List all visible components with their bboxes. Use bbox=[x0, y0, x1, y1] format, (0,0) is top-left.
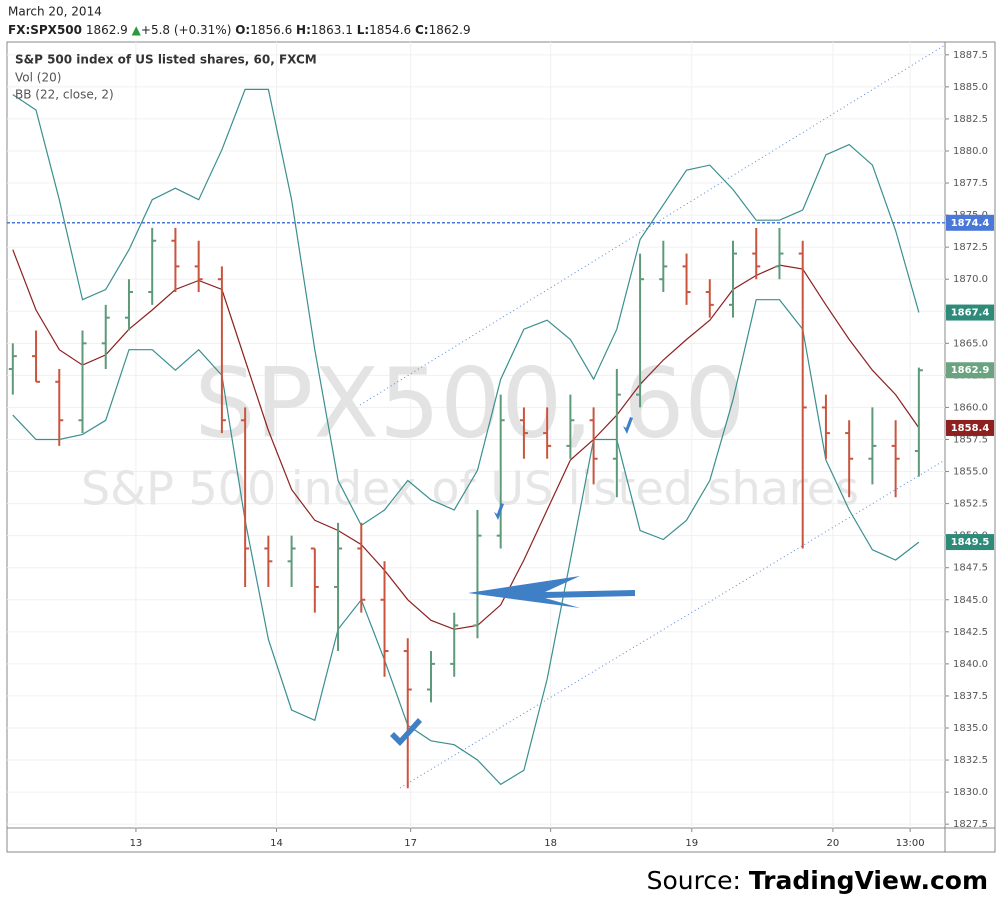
chart-title: S&P 500 index of US listed shares, 60, F… bbox=[15, 53, 317, 67]
h-value: 1863.1 bbox=[311, 23, 353, 37]
chart-frame bbox=[6, 41, 996, 853]
y-tick-label: 1835.0 bbox=[953, 723, 988, 734]
y-tick-label: 1857.5 bbox=[953, 434, 988, 445]
price-label: 1858.4 bbox=[951, 423, 990, 434]
x-tick-label: 14 bbox=[270, 838, 283, 849]
price-label-box bbox=[946, 214, 994, 231]
price-label: 1862.9 bbox=[951, 365, 990, 376]
check-mark bbox=[390, 718, 422, 746]
price-label-box bbox=[946, 419, 994, 436]
y-tick-label: 1855.0 bbox=[953, 467, 988, 478]
check-mark bbox=[623, 417, 633, 434]
source-prefix: Source: bbox=[647, 866, 741, 895]
y-tick-label: 1830.0 bbox=[953, 787, 988, 798]
quote-line: FX:SPX500 1862.9 ▲+5.8 (+0.31%) O:1856.6… bbox=[8, 23, 471, 37]
band-basis bbox=[12, 249, 920, 630]
indicator-label: BB (22, close, 2) bbox=[15, 88, 114, 102]
price-label: 1874.4 bbox=[951, 218, 990, 229]
y-tick-label: 1837.5 bbox=[953, 691, 988, 702]
watermark-subtitle: S&P 500 index of US listed shares bbox=[81, 462, 859, 516]
y-tick-label: 1880.0 bbox=[953, 146, 988, 157]
price-label-box bbox=[946, 304, 994, 321]
c-label: C: bbox=[415, 23, 429, 37]
channel-upper bbox=[359, 44, 946, 406]
check-mark bbox=[494, 503, 504, 520]
date: March 20, 2014 bbox=[8, 5, 102, 19]
o-label: O: bbox=[235, 23, 250, 37]
h-label: H: bbox=[296, 23, 311, 37]
band-upper bbox=[12, 88, 920, 527]
symbol: FX:SPX500 bbox=[8, 23, 82, 37]
x-tick-label: 17 bbox=[404, 838, 417, 849]
indicator-label: Vol (20) bbox=[15, 71, 61, 85]
y-tick-label: 1865.0 bbox=[953, 338, 988, 349]
y-tick-label: 1882.5 bbox=[953, 114, 988, 125]
l-value: 1854.6 bbox=[369, 23, 411, 37]
x-tick-label: 20 bbox=[827, 838, 840, 849]
marks bbox=[7, 88, 945, 789]
y-tick-label: 1832.5 bbox=[953, 755, 988, 766]
source-name: TradingView.com bbox=[749, 866, 988, 895]
y-tick-label: 1872.5 bbox=[953, 242, 988, 253]
band-lower bbox=[12, 299, 920, 786]
y-tick-label: 1885.0 bbox=[953, 82, 988, 93]
y-tick-label: 1852.5 bbox=[953, 499, 988, 510]
source: Source: TradingView.com bbox=[647, 866, 988, 895]
x-tick-label: 18 bbox=[544, 838, 557, 849]
y-tick-label: 1827.5 bbox=[953, 819, 988, 830]
x-tick-label: 19 bbox=[685, 838, 698, 849]
arrow bbox=[468, 576, 635, 608]
watermark: SPX500, 60 bbox=[194, 347, 745, 459]
x-tick-label: 13 bbox=[130, 838, 143, 849]
c-value: 1862.9 bbox=[429, 23, 471, 37]
y-tick-label: 1887.5 bbox=[953, 50, 988, 61]
last: 1862.9 bbox=[86, 23, 128, 37]
y-tick-label: 1870.0 bbox=[953, 274, 988, 285]
grid bbox=[7, 42, 949, 832]
x-tick-label: 13:00 bbox=[896, 838, 925, 849]
l-label: L: bbox=[357, 23, 369, 37]
up-arrow: ▲ bbox=[132, 23, 142, 37]
price-label: 1849.5 bbox=[951, 537, 990, 548]
y-tick-label: 1840.0 bbox=[953, 659, 988, 670]
change: +5.8 (+0.31%) bbox=[141, 23, 232, 37]
price-label-box bbox=[946, 534, 994, 551]
y-tick-label: 1845.0 bbox=[953, 595, 988, 606]
price-label: 1867.4 bbox=[951, 308, 990, 319]
y-tick-label: 1847.5 bbox=[953, 563, 988, 574]
price-label-box bbox=[946, 362, 994, 379]
y-tick-label: 1842.5 bbox=[953, 627, 988, 638]
y-tick-label: 1860.0 bbox=[953, 402, 988, 413]
y-tick-label: 1877.5 bbox=[953, 178, 988, 189]
o-value: 1856.6 bbox=[250, 23, 292, 37]
